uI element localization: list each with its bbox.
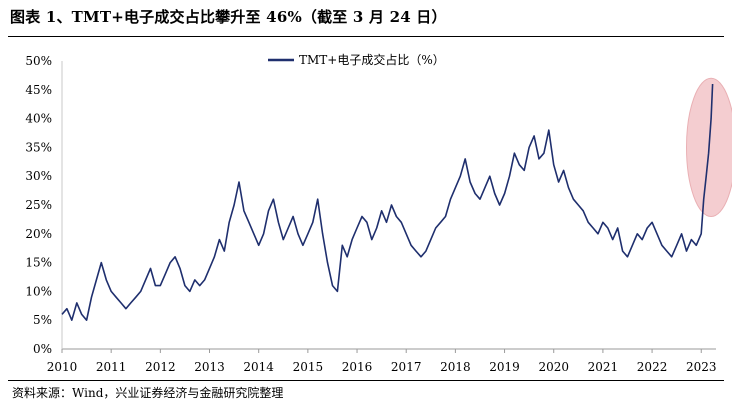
y-tick-label: 10% <box>25 284 52 298</box>
bottom-rule <box>8 380 724 381</box>
series-line <box>61 83 714 322</box>
top-rule <box>8 36 724 37</box>
chart-title: 图表 1、TMT+电子成交占比攀升至 46%（截至 3 月 24 日） <box>10 8 447 26</box>
x-axis: 2010 2011 2012 2013 2014 2015 2016 2017 2018 2019… <box>47 348 717 374</box>
y-tick-label: 15% <box>25 256 52 270</box>
x-tick-label: 2012 <box>145 360 176 374</box>
y-tick-label: 40% <box>25 112 52 126</box>
x-tick-label: 2021 <box>588 360 619 374</box>
x-tick-label: 2014 <box>243 360 274 374</box>
y-tick-label: 5% <box>33 313 52 327</box>
x-tick-label: 2010 <box>47 360 78 374</box>
series-group <box>61 83 714 322</box>
x-tick-label: 2016 <box>342 360 373 374</box>
x-tick-label: 2023 <box>686 360 717 374</box>
y-tick-label: 45% <box>25 83 52 97</box>
y-tick-label: 30% <box>25 169 52 183</box>
x-tick-label: 2011 <box>96 360 127 374</box>
y-axis: 0% 5% 10% 15% 20% 25% 30% 35% 40% 45% 50% <box>25 54 52 356</box>
legend-label: TMT+电子成交占比（%） <box>299 52 445 67</box>
x-tick-label: 2022 <box>637 360 668 374</box>
x-tick-label: 2015 <box>293 360 324 374</box>
y-tick-label: 50% <box>25 54 52 68</box>
source-note: 资料来源：Wind，兴业证券经济与金融研究院整理 <box>12 386 284 400</box>
x-tick-label: 2019 <box>489 360 520 374</box>
x-tick-label: 2013 <box>194 360 225 374</box>
x-tick-label: 2020 <box>538 360 569 374</box>
y-tick-label: 0% <box>33 342 52 356</box>
x-tick-label: 2017 <box>391 360 422 374</box>
legend: TMT+电子成交占比（%） <box>268 52 445 67</box>
y-tick-label: 25% <box>25 198 52 212</box>
y-tick-label: 20% <box>25 227 52 241</box>
x-tick-label: 2018 <box>440 360 471 374</box>
y-tick-label: 35% <box>25 140 52 154</box>
